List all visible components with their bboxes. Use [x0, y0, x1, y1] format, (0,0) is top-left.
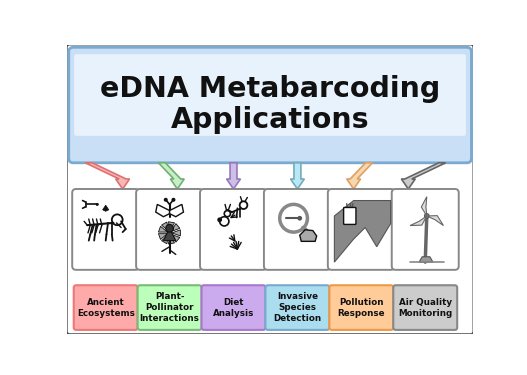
Polygon shape: [159, 234, 168, 240]
Polygon shape: [421, 197, 427, 216]
FancyBboxPatch shape: [266, 285, 329, 330]
FancyBboxPatch shape: [328, 189, 395, 270]
FancyBboxPatch shape: [200, 189, 267, 270]
Circle shape: [172, 199, 174, 201]
Polygon shape: [227, 163, 240, 189]
Polygon shape: [162, 222, 169, 231]
FancyBboxPatch shape: [74, 54, 466, 136]
FancyBboxPatch shape: [138, 285, 201, 330]
FancyBboxPatch shape: [392, 189, 458, 270]
Polygon shape: [85, 163, 130, 189]
Polygon shape: [103, 205, 109, 212]
Polygon shape: [410, 216, 427, 226]
Polygon shape: [347, 163, 373, 189]
Polygon shape: [171, 234, 180, 242]
FancyBboxPatch shape: [393, 285, 457, 330]
Text: Plant-
Pollinator
Interactions: Plant- Pollinator Interactions: [140, 292, 200, 323]
Polygon shape: [171, 224, 180, 231]
FancyBboxPatch shape: [69, 47, 472, 163]
FancyBboxPatch shape: [329, 285, 393, 330]
Polygon shape: [300, 230, 317, 242]
Text: Pollution
Response: Pollution Response: [338, 297, 385, 318]
Polygon shape: [335, 201, 391, 262]
FancyBboxPatch shape: [344, 207, 356, 224]
FancyBboxPatch shape: [264, 189, 331, 270]
Text: Ancient
Ecosystems: Ancient Ecosystems: [77, 297, 134, 318]
Text: eDNA Metabarcoding: eDNA Metabarcoding: [100, 75, 440, 103]
FancyBboxPatch shape: [136, 189, 203, 270]
Circle shape: [166, 224, 173, 232]
Text: Applications: Applications: [171, 106, 369, 134]
Polygon shape: [169, 222, 174, 231]
Text: Diet
Analysis: Diet Analysis: [213, 297, 254, 318]
Polygon shape: [402, 163, 446, 189]
FancyBboxPatch shape: [201, 285, 266, 330]
Circle shape: [164, 199, 167, 201]
Circle shape: [298, 217, 301, 220]
Polygon shape: [172, 230, 180, 236]
Circle shape: [218, 218, 221, 221]
Circle shape: [96, 203, 99, 206]
Polygon shape: [419, 257, 433, 262]
Polygon shape: [162, 235, 169, 244]
Circle shape: [424, 214, 429, 218]
Text: Air Quality
Monitoring: Air Quality Monitoring: [398, 297, 452, 318]
FancyBboxPatch shape: [66, 44, 474, 334]
Polygon shape: [170, 204, 183, 217]
Polygon shape: [159, 163, 184, 189]
Text: Invasive
Species
Detection: Invasive Species Detection: [274, 292, 321, 323]
Polygon shape: [163, 228, 176, 241]
Polygon shape: [427, 216, 443, 226]
FancyBboxPatch shape: [74, 285, 138, 330]
Polygon shape: [159, 226, 168, 232]
Polygon shape: [290, 163, 305, 189]
Polygon shape: [169, 235, 174, 244]
FancyBboxPatch shape: [72, 189, 139, 270]
Polygon shape: [156, 204, 170, 217]
